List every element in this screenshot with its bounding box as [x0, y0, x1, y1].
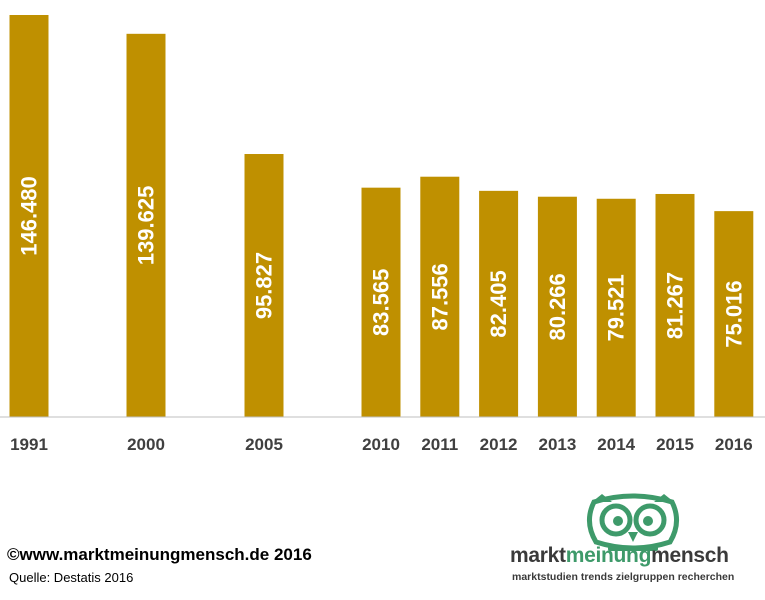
x-tick-label-2016: 2016	[715, 435, 753, 454]
x-tick-label-2005: 2005	[245, 435, 283, 454]
x-tick-label-2014: 2014	[597, 435, 635, 454]
logo-wordmark: marktmeinungmensch	[510, 544, 729, 568]
brand-logo: marktmeinungmensch marktstudien trends z…	[508, 492, 758, 592]
x-tick-label-2010: 2010	[362, 435, 400, 454]
bar-2011	[420, 176, 460, 417]
bar-2014	[596, 198, 636, 417]
bar-2005	[244, 154, 284, 417]
x-tick-label-2013: 2013	[538, 435, 576, 454]
owl-icon	[587, 493, 679, 551]
bar-1991	[9, 15, 49, 417]
bar-value-label-2011: 87.556	[427, 263, 452, 330]
copyright-text: ©www.marktmeinungmensch.de 2016	[7, 545, 312, 564]
bar-value-label-2016: 75.016	[721, 280, 746, 347]
logo-tagline: marktstudien trends zielgruppen recherch…	[512, 571, 735, 583]
tick-labels-group: 1991 2000 2005 2010 2011 2012 2013 2014 2015 2016	[10, 435, 753, 454]
x-tick-label-2012: 2012	[480, 435, 518, 454]
bar-value-label-2012: 82.405	[486, 270, 511, 337]
x-tick-label-2011: 2011	[421, 435, 458, 454]
bar-value-label-1991: 146.480	[17, 176, 42, 256]
x-tick-label-2000: 2000	[127, 435, 165, 454]
source-text: Quelle: Destatis 2016	[9, 570, 134, 585]
logo-word-meinung: meinung	[565, 544, 652, 567]
bar-value-label-2000: 139.625	[134, 186, 159, 266]
bar-2010	[361, 187, 401, 417]
bar-value-label-2014: 79.521	[604, 274, 629, 341]
bar-value-label-2005: 95.827	[252, 252, 277, 319]
logo-word-markt: markt	[510, 544, 566, 567]
bar-2000	[126, 33, 166, 418]
x-tick-label-1991: 1991	[10, 435, 48, 454]
bar-2016	[714, 211, 754, 417]
bar-value-label-2013: 80.266	[545, 273, 570, 340]
x-tick-label-2015: 2015	[656, 435, 694, 454]
bar-2013	[537, 196, 577, 417]
bars-group: 146.480 139.625 95.827 83.565 87.556 82.405 80…	[9, 15, 754, 418]
logo-word-mensch: mensch	[651, 544, 729, 567]
bar-value-label-2010: 83.565	[369, 269, 394, 336]
bar-2015	[655, 193, 695, 417]
bar-value-label-2015: 81.267	[663, 272, 688, 339]
bar-chart: 146.480 139.625 95.827 83.565 87.556 82.405 80…	[0, 15, 765, 454]
bar-2012	[479, 190, 519, 417]
